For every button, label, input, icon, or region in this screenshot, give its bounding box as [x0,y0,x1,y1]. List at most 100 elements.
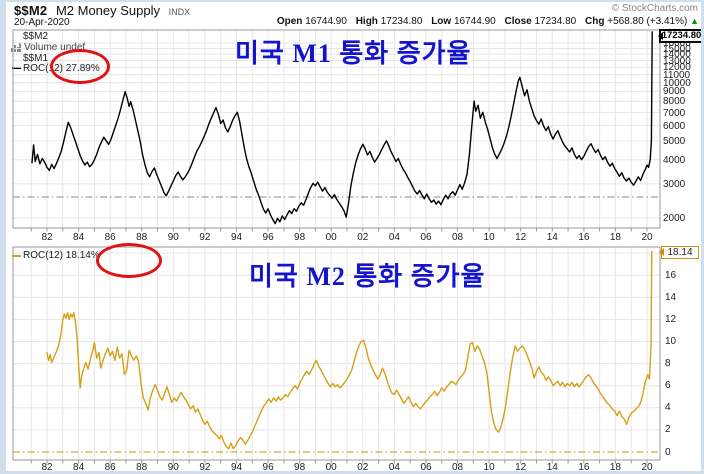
year-label-bottom: 12 [515,461,527,473]
price-axis-label: 4000 [663,154,686,166]
roc-axis-label: 10 [665,336,677,347]
lower-panel-title: 미국 M2 통화 증가율 [249,262,486,291]
close-value: 17234.80 [534,16,577,27]
legend-m2-roc: ROC(12) 18.14% [23,250,100,261]
roc-axis-label: 6 [665,380,671,392]
year-label-bottom: 14 [546,461,558,473]
chg-label: Chg [585,16,605,27]
m2-roc-value: 18.14% [65,250,100,261]
frame-edge-right [701,0,704,474]
m1-roc-highlight-ellipse [50,49,110,84]
year-label-bottom: 04 [388,461,400,473]
close-label: Close [504,16,532,27]
year-label-mid: 98 [294,232,306,243]
price-axis-label: 5000 [663,135,686,147]
price-axis-label: 10000 [663,77,691,89]
price-axis-label: 8000 [663,96,686,108]
legend-main-symbol: $$M2 [23,31,49,42]
year-label-mid: 94 [230,232,243,243]
copyright: © StockCharts.com [611,3,698,14]
m2-roc-highlight-ellipse [96,243,162,278]
year-label-bottom: 90 [167,461,179,473]
legend-volume: Volume undef [24,42,86,53]
upper-panel-title: 미국 M1 통화 증가율 [235,39,472,68]
year-label-bottom: 16 [578,461,590,473]
price-axis-label: 9000 [663,86,686,98]
year-label-bottom: 00 [325,461,337,473]
open-label: Open [276,16,303,27]
open-value: 16744.90 [305,16,347,27]
price-axis-label: 13000 [663,55,691,67]
symbol-exchange: INDX [168,7,191,17]
symbol-name: M2 Money Supply [55,3,161,18]
price-axis-label: 3000 [663,178,686,190]
header: $$M2 M2 Money Supply INDX [14,3,190,18]
price-axis-label: 14000 [663,49,691,61]
year-label-mid: 86 [104,232,116,243]
last-roc-value-label: 18.14 [659,246,699,259]
price-axis-label: 6000 [663,120,686,132]
price-axis-label: 15000 [663,43,691,55]
year-label-bottom: 96 [262,461,274,473]
year-label-bottom: 84 [73,461,85,473]
ohlc-quote: Open 16744.90 High 17234.80 Low 16744.90… [271,16,699,27]
up-triangle-icon: ▲ [690,16,699,26]
year-label-mid: 92 [199,232,211,243]
chg-value: +568.80 (+3.41%) [607,16,688,27]
price-axis-label: 11000 [663,69,691,81]
roc-axis-label: 0 [665,446,671,458]
chart-date: 20-Apr-2020 [14,17,70,28]
year-label-bottom: 06 [420,461,432,473]
year-label-mid: 02 [357,232,369,243]
year-label-mid: 14 [546,232,558,243]
m1-roc-label: ROC(12) [23,62,64,74]
price-axis-label: 16000 [663,38,691,49]
year-label-mid: 84 [73,232,85,243]
year-label-bottom: 98 [294,461,306,473]
year-label-bottom: 20 [641,461,653,473]
price-axis-label: 12000 [663,62,691,74]
year-label-bottom: 10 [483,461,495,473]
year-label-mid: 88 [136,232,148,243]
year-label-mid: 16 [578,232,590,243]
low-value: 16744.90 [453,16,496,27]
year-label-mid: 18 [609,232,621,243]
frame-edge-top [0,0,704,2]
year-label-mid: 06 [420,232,432,243]
year-label-mid: 04 [388,232,400,243]
low-label: Low [431,16,452,27]
price-axis-label: 7000 [663,107,686,119]
last-price-label: 17234.80 [658,29,704,43]
year-label-bottom: 94 [230,461,243,473]
year-label-mid: 90 [167,232,179,243]
legend-overlay-symbol: $$M1 [23,52,49,64]
year-label-bottom: 86 [104,461,116,473]
year-label-bottom: 02 [357,461,369,473]
m2-roc-label: ROC(12) [23,250,64,261]
m2-roc-line-swatch [12,255,21,257]
high-label: High [355,16,378,27]
year-label-mid: 12 [515,232,527,243]
year-label-mid: 82 [41,232,53,243]
frame-edge-left [0,0,6,474]
frame-edge-bottom [0,471,704,474]
year-label-mid: 96 [262,232,274,243]
year-label-bottom: 18 [609,461,621,473]
high-value: 17234.80 [380,16,423,27]
price-axis-label: 2000 [663,213,686,224]
roc-axis-label: 4 [665,402,671,414]
year-label-mid: 10 [483,232,495,243]
m1-roc-line-swatch [12,67,21,69]
roc-axis-label: 2 [665,424,671,436]
year-label-mid: 20 [641,232,653,243]
roc-axis-label: 8 [665,358,671,370]
year-label-mid: 00 [325,232,337,243]
year-label-bottom: 82 [41,461,53,473]
year-label-bottom: 92 [199,461,211,473]
year-label-mid: 08 [451,232,464,243]
year-label-bottom: 88 [136,461,148,473]
year-label-bottom: 08 [451,461,464,473]
roc-axis-label: 12 [665,313,677,325]
